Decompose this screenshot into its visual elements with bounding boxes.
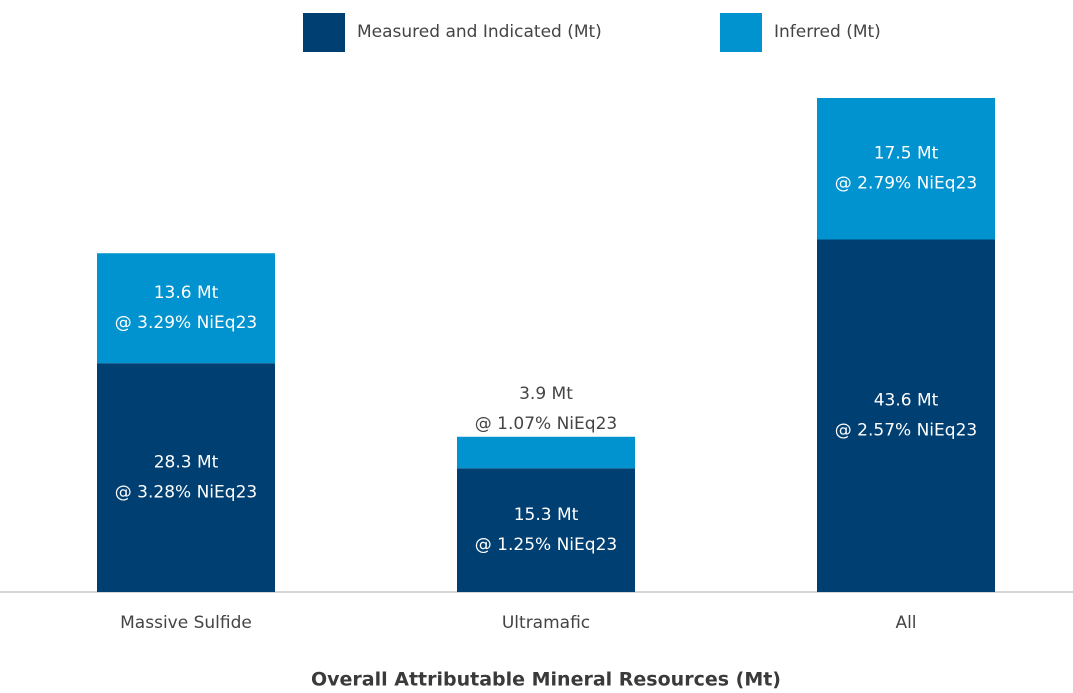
grade-label: @ 2.57% NiEq23 (835, 421, 977, 441)
value-label: 43.6 Mt (874, 391, 939, 411)
grade-label: @ 3.28% NiEq23 (115, 483, 257, 503)
value-label: 13.6 Mt (154, 283, 219, 303)
bar-segment (457, 436, 635, 469)
x-tick-label: Massive Sulfide (120, 613, 252, 633)
legend-swatch (303, 13, 345, 52)
bar-segment (457, 468, 635, 592)
legend-label: Inferred (Mt) (774, 22, 881, 42)
x-tick-label: Ultramafic (502, 613, 590, 633)
grade-label: @ 1.07% NiEq23 (475, 414, 617, 434)
value-label: 3.9 Mt (519, 384, 573, 404)
legend-swatch (720, 13, 762, 52)
bar-segment (817, 98, 995, 240)
bar-segment (97, 253, 275, 364)
grade-label: @ 2.79% NiEq23 (835, 174, 977, 194)
value-label: 17.5 Mt (874, 144, 939, 164)
bar-segment (97, 363, 275, 592)
bar-segment (817, 239, 995, 592)
grade-label: @ 3.29% NiEq23 (115, 313, 257, 333)
grade-label: @ 1.25% NiEq23 (475, 535, 617, 555)
value-label: 15.3 Mt (514, 505, 579, 525)
legend-label: Measured and Indicated (Mt) (357, 22, 602, 42)
value-label: 28.3 Mt (154, 453, 219, 473)
chart-title: Overall Attributable Mineral Resources (… (311, 669, 781, 691)
x-tick-label: All (895, 613, 916, 633)
